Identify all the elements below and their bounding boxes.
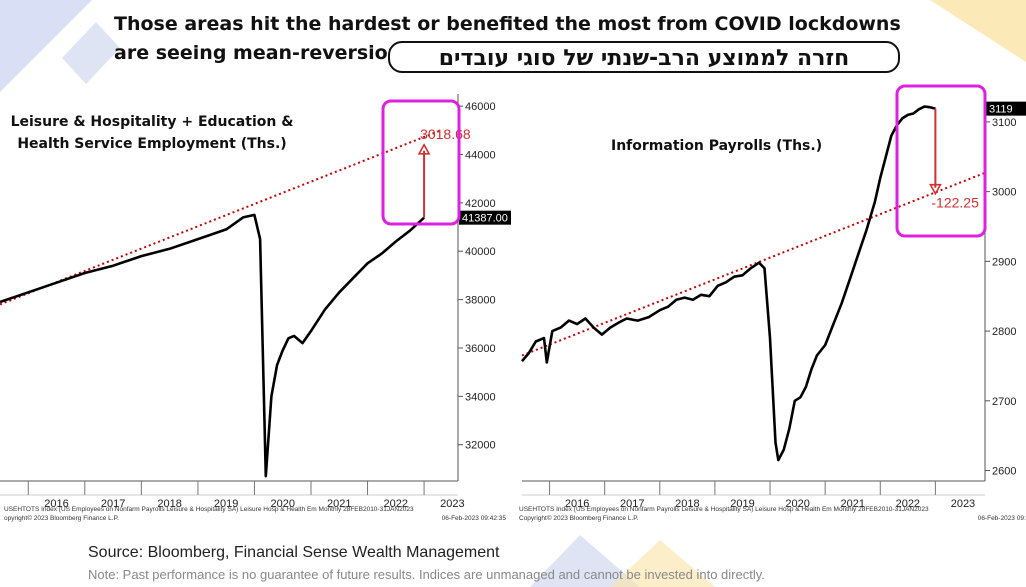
highlight-box bbox=[895, 84, 987, 238]
x-tick-label: 2022 bbox=[896, 498, 920, 510]
y-tick-label: 36000 bbox=[465, 343, 496, 355]
trend-line bbox=[0, 129, 442, 306]
x-tick-label: 2023 bbox=[951, 498, 975, 510]
footnote-copyright: Copyright© 2023 Bloomberg Finance L.P. bbox=[519, 514, 639, 522]
last-value-box bbox=[986, 101, 1026, 116]
x-tick-label: 2016 bbox=[565, 498, 589, 510]
x-tick-label: 2020 bbox=[270, 498, 294, 510]
x-tick-label: 2019 bbox=[214, 498, 238, 510]
y-tick-label: 42000 bbox=[465, 198, 496, 210]
y-tick-label: 40000 bbox=[465, 246, 496, 258]
disclaimer-note: Note: Past performance is no guarantee o… bbox=[88, 567, 765, 582]
chart-title: Leisure & Hospitality + Education & Healt… bbox=[11, 114, 294, 152]
x-tick-label: 2016 bbox=[44, 498, 68, 510]
highlight-box bbox=[381, 99, 461, 226]
last-value-box bbox=[459, 210, 511, 225]
x-tick-label: 2019 bbox=[730, 498, 754, 510]
footnote-timestamp: 06-Feb-2023 09:44 bbox=[978, 515, 1026, 522]
last-value-label: 3119 bbox=[989, 104, 1013, 116]
y-tick-label: 2800 bbox=[992, 326, 1016, 338]
annotation-arrow-head bbox=[929, 183, 942, 196]
y-tick-label: 46000 bbox=[465, 101, 496, 113]
footnote-timestamp: 06-Feb-2023 09:42:35 bbox=[442, 515, 507, 522]
chart-panel-left: 32000 34000 36000 38000 40000 42000 44000 46000… bbox=[0, 86, 515, 531]
chart-title: Information Payrolls (Ths.) bbox=[611, 138, 822, 154]
y-tick-label: 44000 bbox=[465, 149, 496, 161]
x-tick-label: 2021 bbox=[840, 498, 864, 510]
footnote-copyright: opyright© 2023 Bloomberg Finance L.P. bbox=[4, 514, 119, 522]
footnote-index: USEHTOTS Index (US Employees on Nonfarm … bbox=[519, 506, 929, 513]
y-tick-label: 2700 bbox=[992, 396, 1016, 408]
y-tick-label: 34000 bbox=[465, 391, 496, 403]
chart-right: 2600 2700 2800 2900 3000 3100 2016 2017 2018 2019… bbox=[519, 84, 1026, 522]
chart-panel-right: 2600 2700 2800 2900 3000 3100 2016 2017 2018 2019… bbox=[515, 84, 1026, 531]
series-line bbox=[521, 105, 936, 462]
x-tick-label: 2018 bbox=[157, 498, 181, 510]
x-tick-label: 2023 bbox=[440, 498, 464, 510]
x-tick-label: 2021 bbox=[327, 498, 351, 510]
y-tick-label: 3000 bbox=[992, 187, 1016, 199]
x-tick-label: 2022 bbox=[384, 498, 408, 510]
y-tick-label: 2900 bbox=[992, 256, 1016, 268]
trend-line bbox=[521, 171, 986, 357]
series-line bbox=[0, 213, 425, 478]
source-text: Source: Bloomberg, Financial Sense Wealt… bbox=[88, 544, 500, 561]
hebrew-label: חזרה לממוצע הרב-שנתי של סוגי עובדים bbox=[388, 41, 900, 73]
y-tick-label: 2600 bbox=[992, 466, 1016, 478]
annotation-value: 3018.68 bbox=[420, 126, 471, 142]
x-tick-label: 2020 bbox=[785, 498, 809, 510]
y-tick-label: 3100 bbox=[992, 117, 1016, 129]
headline: Those areas hit the hardest or benefited… bbox=[114, 13, 901, 64]
last-value-label: 41387.00 bbox=[462, 213, 508, 225]
annotation-arrow-head bbox=[417, 143, 431, 155]
chart-left: 32000 34000 36000 38000 40000 42000 44000 46000… bbox=[0, 94, 511, 522]
y-tick-label: 38000 bbox=[465, 295, 496, 307]
x-tick-label: 2017 bbox=[101, 498, 125, 510]
y-tick-label: 32000 bbox=[465, 440, 496, 452]
x-tick-label: 2017 bbox=[620, 498, 644, 510]
annotation-value: -122.25 bbox=[931, 195, 979, 211]
footnote-index: USEHTOTS Index (US Employees on Nonfarm … bbox=[4, 506, 414, 513]
x-tick-label: 2018 bbox=[675, 498, 699, 510]
